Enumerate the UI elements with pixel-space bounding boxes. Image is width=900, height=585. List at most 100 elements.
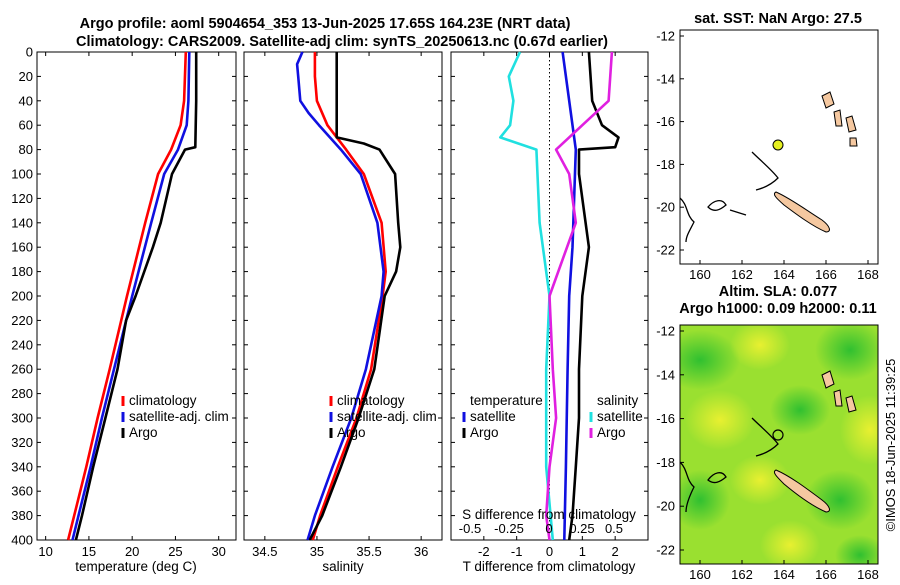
x-tick-label: 0: [546, 544, 553, 559]
series-line-argo: [308, 52, 402, 541]
lat-tick-label: -14: [656, 367, 675, 382]
t-difference-xlabel: T difference from climatology: [463, 559, 636, 574]
legend-label-climatology: climatology: [129, 393, 197, 408]
x-tick-label: 34.5: [252, 544, 277, 559]
coastline-islet: [707, 200, 727, 211]
title-line1: Argo profile: aoml 5904654_353 13-Jun-20…: [80, 16, 571, 32]
temperature-legend: climatology satellite-adj. clim Argo: [121, 393, 229, 440]
lon-tick-label: 162: [731, 267, 753, 282]
series-line-satellite-adj-clim: [71, 51, 191, 541]
sla-map: Altim. SLA: 0.077 Argo h1000: 0.09 h2000…: [656, 284, 879, 582]
sla-map-title-line1: Altim. SLA: 0.077: [719, 284, 837, 300]
x-tick-label: 1: [579, 544, 586, 559]
x-tick-label: 35: [310, 544, 324, 559]
depth-tick-label: 400: [11, 533, 33, 548]
lon-tick-label: 160: [689, 567, 711, 580]
x-tick-label: 25: [168, 544, 182, 559]
depth-tick-label: 20: [19, 69, 33, 84]
series-line-satellite-adj-clim: [295, 51, 385, 541]
depth-tick-label: 200: [11, 289, 33, 304]
lat-tick-label: -22: [656, 243, 675, 258]
lat-tick-label: -20: [656, 499, 675, 514]
legend-label-s-argo: Argo: [597, 425, 626, 440]
x-tick-label: -1: [511, 544, 523, 559]
lat-tick-label: -16: [656, 114, 675, 129]
salinity-legend: climatology satellite-adj. clim Argo: [329, 393, 437, 440]
lon-tick-label: 160: [689, 267, 711, 282]
lat-tick-label: -12: [656, 324, 675, 339]
title-line2: Climatology: CARS2009. Satellite-adj cli…: [76, 34, 608, 50]
x-tick-label: -2: [478, 544, 490, 559]
depth-tick-label: 360: [11, 484, 33, 499]
sla-map-title-line2: Argo h1000: 0.09 h2000: 0.11: [679, 301, 876, 317]
lon-tick-label: 166: [815, 567, 837, 580]
legend-label-satellite: satellite-adj. clim: [337, 409, 437, 424]
x-tick-label: 35.5: [356, 544, 381, 559]
legend-label-climatology: climatology: [337, 393, 405, 408]
temperature-xlabel: temperature (deg C): [75, 559, 197, 574]
depth-tick-label: 140: [11, 215, 33, 230]
lon-tick-label: 164: [773, 567, 795, 580]
vanuatu-island-1: [821, 370, 835, 389]
lat-tick-label: -18: [656, 157, 675, 172]
vanuatu-island-1: [821, 91, 835, 109]
x-tick-label: 30: [211, 544, 225, 559]
depth-tick-label: 340: [11, 459, 33, 474]
lat-tick-label: -14: [656, 71, 675, 86]
legend-label-temperature: temperature: [470, 393, 543, 408]
depth-tick-label: 280: [11, 386, 33, 401]
series-line-climatology: [66, 51, 188, 541]
series-line-s-argo: [544, 51, 614, 541]
series-line-climatology: [311, 52, 388, 541]
lon-tick-label: 164: [773, 267, 795, 282]
lat-tick-label: -22: [656, 543, 675, 558]
vanuatu-island-3: [845, 115, 857, 133]
x-tick-label: 20: [125, 544, 139, 559]
depth-tick-label: 380: [11, 508, 33, 523]
legend-label-s-satellite: satellite: [597, 409, 643, 424]
argo-position-marker: [772, 429, 784, 441]
depth-tick-label: 260: [11, 362, 33, 377]
series-line-argo: [74, 52, 198, 541]
depth-tick-label: 320: [11, 435, 33, 450]
lon-tick-label: 168: [857, 267, 879, 282]
depth-tick-label: 300: [11, 411, 33, 426]
legend-label-t-satellite: satellite: [470, 409, 516, 424]
coastline-reef: [751, 417, 779, 457]
depth-tick-label: 60: [19, 118, 33, 133]
legend-label-salinity: salinity: [597, 393, 639, 408]
depth-tick-label: 40: [19, 93, 33, 108]
legend-label-t-argo: Argo: [470, 425, 499, 440]
x-tick-label: 2: [612, 544, 619, 559]
salinity-xlabel: salinity: [322, 559, 364, 574]
lat-tick-label: -12: [656, 29, 675, 44]
imos-credit: ©IMOS 18-Jun-2025 11:39:25: [883, 359, 898, 532]
difference-legend-right: salinity satellite Argo: [589, 393, 643, 440]
salinity-axes-frame: [243, 51, 443, 541]
coastline-reef-2: [729, 209, 747, 216]
series-line-t-satellite: [561, 51, 578, 541]
s-tick-label: 0.25: [569, 521, 594, 536]
depth-tick-label: 0: [26, 45, 33, 60]
depth-tick-label: 220: [11, 313, 33, 328]
vanuatu-island-2: [833, 389, 843, 407]
sla-map-frame: [679, 324, 879, 565]
temperature-panel: 0 20 40 60 80 100 120 140 160 180 200 220 240 260 280 3…: [11, 45, 237, 574]
depth-tick-label: 160: [11, 240, 33, 255]
coastline-australia-edge: [679, 197, 695, 243]
s-difference-label: S difference from climatology: [462, 507, 636, 522]
coastline-australia-edge: [679, 461, 695, 513]
new-caledonia-island: [773, 191, 830, 233]
sla-coastlines: [679, 417, 779, 513]
lat-tick-label: -20: [656, 200, 675, 215]
salinity-panel: 34.5 35 35.5 36 salinity climatology satell…: [243, 51, 443, 574]
s-tick-label: 0.5: [605, 521, 623, 536]
vanuatu-island-2: [833, 109, 843, 127]
lon-tick-label: 166: [815, 267, 837, 282]
sst-map: sat. SST: NaN Argo: 27.5 160 162 164 166 168…: [656, 11, 879, 282]
legend-label-argo: Argo: [129, 425, 158, 440]
coastline-islet: [707, 472, 727, 484]
lat-tick-label: -18: [656, 455, 675, 470]
series-line-s-satellite: [498, 51, 555, 541]
